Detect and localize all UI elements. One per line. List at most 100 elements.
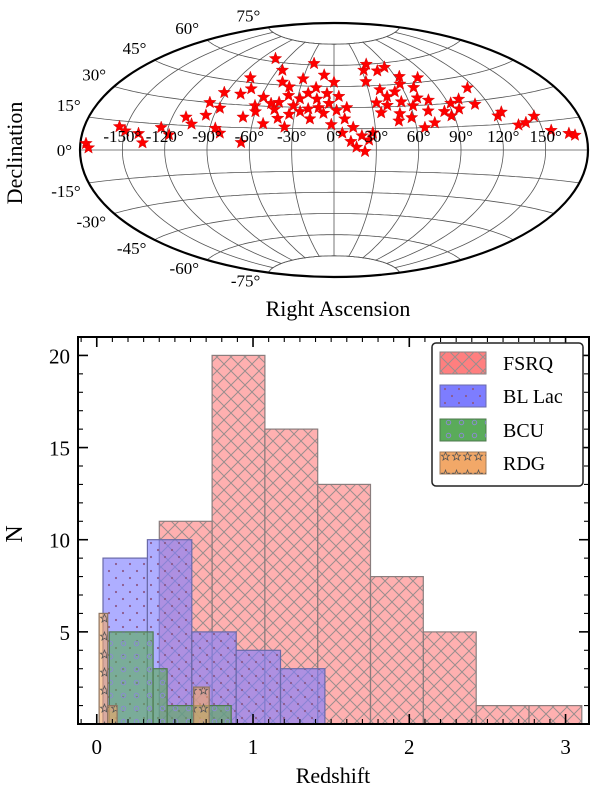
ra-axis-label: Right Ascension — [266, 296, 411, 321]
legend-entry-bcu: BCU — [439, 418, 545, 442]
legend-label-bcu: BCU — [503, 420, 545, 442]
source-point — [332, 89, 346, 103]
source-point — [355, 128, 369, 142]
source-point — [344, 134, 358, 148]
source-point — [418, 120, 432, 134]
dec-tick-label: 15° — [57, 96, 81, 115]
bar-hatch-bl-lac — [235, 649, 282, 725]
source-point — [329, 103, 344, 117]
source-point — [373, 82, 387, 96]
source-point — [296, 71, 310, 85]
meridian-line — [206, 39, 293, 261]
source-point — [316, 106, 331, 119]
source-point — [437, 104, 452, 118]
dec-tick-label: -15° — [51, 182, 80, 201]
bar-hatch-bl-lac — [279, 668, 326, 725]
y-tick-label: 20 — [49, 344, 70, 368]
source-point — [272, 95, 286, 109]
dec-tick-label: 0° — [57, 141, 72, 160]
legend-hatch-fsrq — [440, 352, 486, 374]
source-point — [203, 95, 217, 109]
source-point — [362, 132, 376, 146]
meridian-line — [248, 41, 306, 259]
source-point — [374, 105, 388, 119]
source-point — [317, 68, 331, 81]
legend-label-rdg: RDG — [503, 453, 545, 475]
source-point — [410, 70, 425, 84]
meridian-line — [386, 36, 504, 264]
source-point — [358, 144, 372, 158]
source-point — [184, 117, 199, 130]
sky-boundary — [78, 21, 590, 279]
bar-hatch-bcu — [152, 668, 168, 725]
source-point — [154, 120, 168, 134]
source-point — [406, 98, 420, 112]
x-tick-label: 1 — [248, 735, 259, 759]
dec-tick-label: 75° — [236, 6, 260, 25]
polar-cap-line — [267, 255, 401, 273]
legend-box — [431, 342, 584, 487]
source-point — [303, 111, 317, 125]
ra-tick-labels: -150° -120° -90° -60° -30° 0° 30° 60° 90° 120° 150… — [103, 127, 562, 146]
source-point — [131, 126, 146, 140]
source-point — [213, 101, 227, 114]
source-point — [256, 116, 270, 130]
source-point — [281, 88, 296, 102]
source-point — [256, 90, 271, 103]
tick-labels: 0 1 2 3 5 10 15 20 — [49, 344, 571, 759]
ra-tick-label: 60° — [407, 127, 431, 146]
ra-tick-label: 90° — [449, 127, 473, 146]
source-point — [213, 126, 227, 139]
source-point — [349, 140, 364, 153]
source-point — [340, 100, 354, 114]
source-point — [380, 98, 395, 112]
dec-tick-label: 60° — [175, 19, 199, 38]
meridian-line — [375, 39, 462, 261]
y-tick-label: 10 — [49, 529, 70, 553]
dec-tick-label: -30° — [77, 213, 106, 232]
ra-tick-label: 0° — [326, 127, 341, 146]
source-point — [377, 60, 392, 74]
source-point — [428, 115, 442, 129]
source-point — [324, 117, 339, 131]
axis-ticks — [78, 336, 589, 724]
sky-map-frame — [78, 21, 590, 279]
source-point — [327, 75, 341, 88]
source-point — [267, 102, 282, 116]
source-point — [410, 90, 424, 104]
source-point — [460, 80, 475, 94]
source-point — [179, 110, 193, 123]
source-point — [337, 111, 352, 125]
y-tick-label: 5 — [60, 621, 71, 645]
source-point — [335, 126, 350, 139]
legend-entry-fsrq: FSRQ — [439, 351, 554, 375]
legend-hatch-rdg — [440, 452, 486, 474]
source-point — [293, 104, 307, 118]
source-point — [527, 109, 541, 122]
source-point — [309, 80, 323, 94]
source-point — [286, 98, 301, 112]
sky-grid — [80, 27, 588, 273]
dec-tick-labels: -75° -60° -45° -30° -15° 0° 15°30° 45° 60° 75° — [51, 6, 260, 290]
source-point — [81, 140, 96, 154]
legend-entry-bl-lac: BL Lac — [439, 384, 563, 408]
source-point — [243, 70, 258, 84]
source-point — [275, 63, 290, 76]
source-point — [388, 84, 402, 98]
ra-tick-label: -120° — [146, 127, 184, 146]
source-point — [236, 110, 250, 123]
source-point — [307, 56, 321, 70]
source-point — [301, 101, 315, 115]
meridian-line — [164, 36, 282, 264]
source-point — [494, 105, 509, 118]
polar-cap-line — [267, 27, 401, 45]
source-point — [199, 108, 213, 121]
legend-hatch-bl-lac — [440, 385, 486, 407]
legend-label-bl-lac: BL Lac — [503, 386, 563, 408]
source-point — [234, 135, 248, 149]
source-point — [346, 120, 360, 134]
source-point — [293, 91, 307, 105]
source-point — [562, 126, 576, 140]
source-point — [394, 94, 409, 108]
dec-tick-label: 45° — [123, 39, 147, 58]
